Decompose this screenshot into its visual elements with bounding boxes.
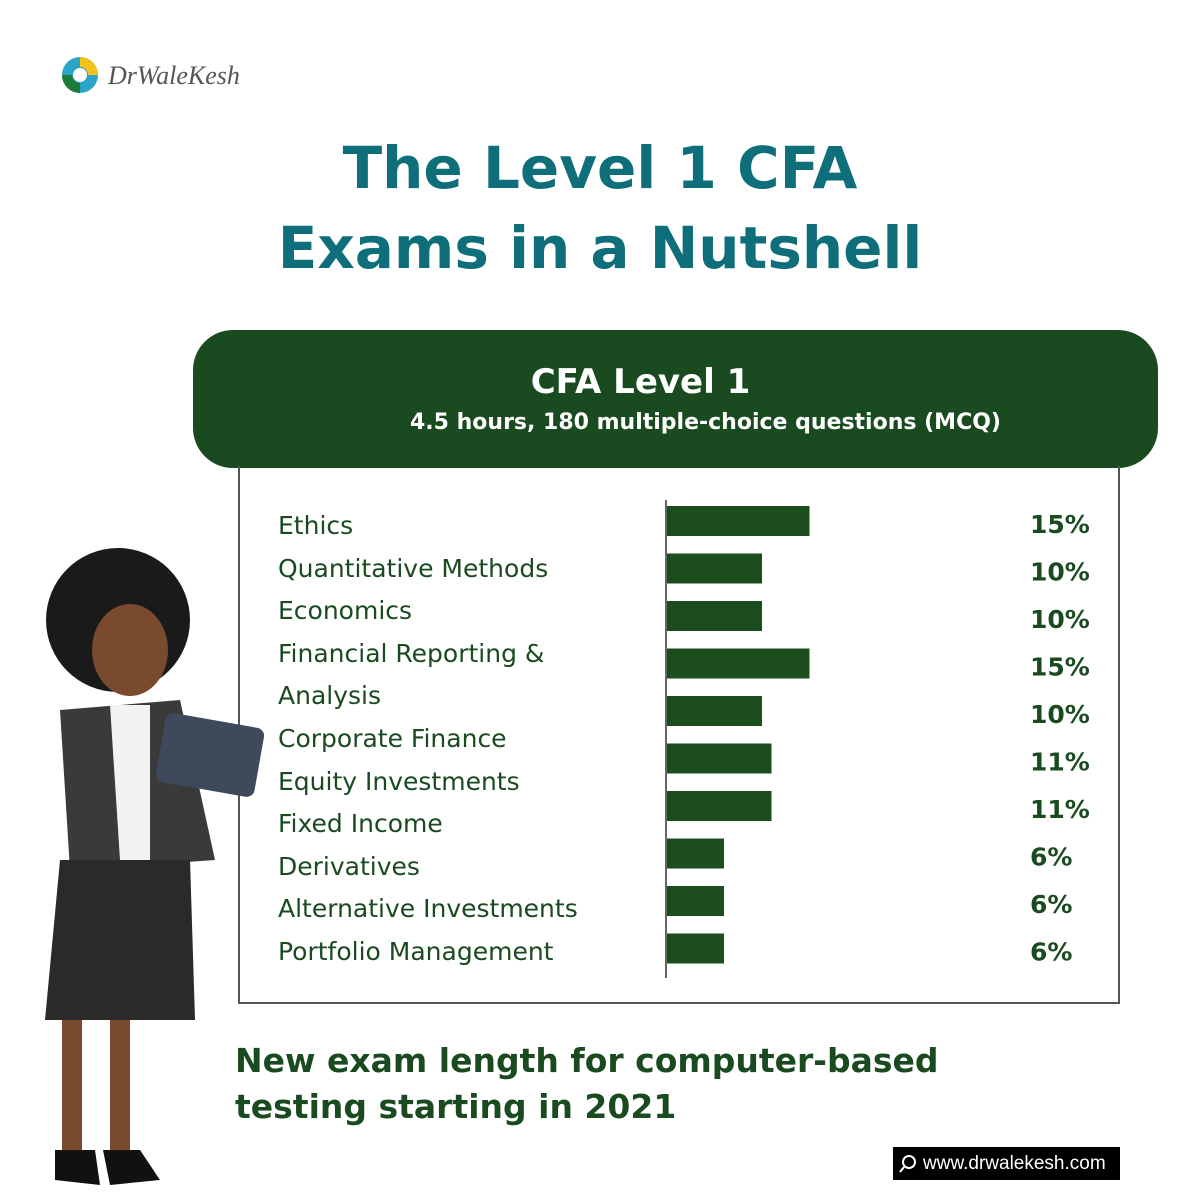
chart-subtitle: 4.5 hours, 180 multiple-choice questions… bbox=[410, 410, 1001, 435]
logo-text: DrWaleKesh bbox=[107, 61, 240, 90]
title-line: Exams in a Nutshell bbox=[277, 214, 923, 282]
category-label: Ethics bbox=[278, 511, 354, 540]
category-label: Financial Reporting & Analysis bbox=[278, 638, 545, 711]
footer-line: New exam length for computer-based bbox=[235, 1041, 939, 1080]
chart-header: CFA Level 1 4.5 hours, 180 multiple-choi… bbox=[193, 330, 1158, 468]
footer-note: New exam length for computer-based testi… bbox=[235, 1038, 939, 1130]
title-line: The Level 1 CFA bbox=[342, 134, 858, 202]
category-label: Corporate Finance bbox=[278, 723, 507, 753]
logo-icon bbox=[62, 75, 80, 93]
category-label: Derivatives bbox=[278, 851, 420, 881]
illustration bbox=[45, 548, 265, 1185]
category-label: Equity Investments bbox=[278, 766, 520, 796]
category-label: Fixed Income bbox=[278, 809, 443, 839]
category-label: Economics bbox=[278, 596, 413, 626]
logo: DrWaleKesh bbox=[62, 57, 240, 93]
logo-icon bbox=[80, 57, 98, 75]
category-label: Quantitative Methods bbox=[278, 553, 549, 583]
category-labels: Ethics Quantitative Methods Economics Finan… bbox=[278, 505, 650, 974]
category-label: Portfolio Management bbox=[278, 936, 554, 966]
chart-title: CFA Level 1 bbox=[530, 362, 751, 402]
url-badge: www.drwalekesh.com bbox=[893, 1147, 1120, 1180]
logo-icon bbox=[73, 68, 87, 82]
footer-line: testing starting in 2021 bbox=[235, 1087, 677, 1126]
title: The Level 1 CFA Exams in a Nutshell bbox=[0, 128, 1200, 288]
search-icon bbox=[899, 1155, 916, 1173]
category-label: Alternative Investments bbox=[278, 894, 578, 924]
url: www.drwalekesh.com bbox=[923, 1153, 1106, 1174]
